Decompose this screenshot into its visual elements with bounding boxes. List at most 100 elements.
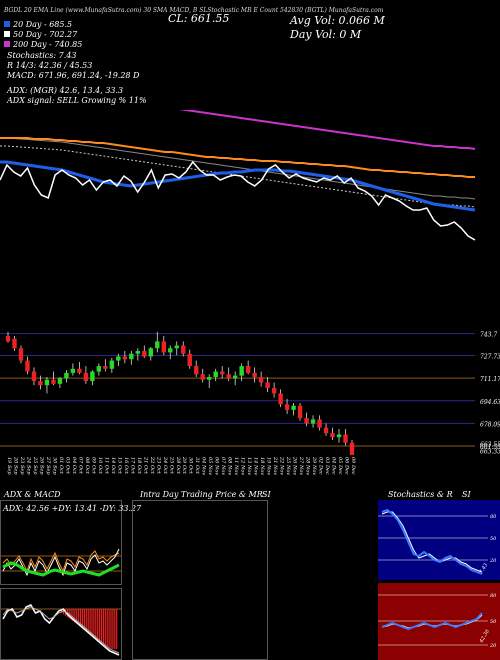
date-tick-label: 30 Sep <box>51 457 57 475</box>
macd-histogram-bar <box>87 609 89 633</box>
date-tick-label: 26 Nov <box>292 456 298 475</box>
candle-body <box>142 351 147 357</box>
macd-histogram-bar <box>97 609 99 640</box>
series-line-200-day <box>178 110 476 150</box>
candle-body <box>297 405 303 419</box>
macd-line <box>2 604 120 656</box>
macd-histogram-bar <box>72 609 74 622</box>
date-tick-label: 04 Dec <box>331 457 337 475</box>
date-tick-label: 24 Sep <box>25 456 31 475</box>
si-label: SI <box>262 490 271 499</box>
date-tick-label: 03 Dec <box>324 457 330 475</box>
candle-body <box>200 374 205 380</box>
candle-body <box>239 366 244 376</box>
macd-histogram-bar <box>78 609 80 626</box>
price-label: 727.73 <box>480 353 500 360</box>
candle-body <box>12 338 17 349</box>
date-tick-label: 18 Nov <box>259 457 265 475</box>
candle-body <box>135 351 141 354</box>
series-line-50-day <box>0 137 475 178</box>
candle-body <box>343 434 348 443</box>
candle-body <box>291 405 296 410</box>
date-tick-label: 04 Nov <box>201 457 207 475</box>
series-line-price <box>0 160 476 241</box>
macd-histogram-bar <box>81 609 84 629</box>
candle-body <box>349 442 355 455</box>
rsi-line <box>381 612 483 631</box>
day-volume: Day Vol: 0 M <box>290 28 362 41</box>
date-tick-label: 04 Oct <box>71 457 77 475</box>
date-tick-label: 06 Dec <box>344 457 350 475</box>
candle-body <box>64 372 69 379</box>
date-tick-label: 25 Nov <box>285 456 291 475</box>
adx-minus-di-line <box>2 550 120 573</box>
date-tick-label: 17 Oct <box>129 457 135 475</box>
date-tick-label: 15 Oct <box>116 457 122 475</box>
candle-body <box>245 366 251 373</box>
date-tick-label: 25 Oct <box>168 456 174 475</box>
adx-panel-title: ADX & MACD <box>4 490 61 499</box>
top-label: BGDL 20 EMA Line (www.MunafaSutra.com) 3… <box>4 7 384 14</box>
avg-volume: Avg Vol: 0.066 M <box>290 14 385 27</box>
ema200-text: 200 Day - 740.85 <box>13 40 83 49</box>
date-tick-label: 26 Sep <box>38 456 44 475</box>
macd-histogram-bar <box>80 609 82 627</box>
candle-body <box>96 366 102 372</box>
macd-histogram-bar <box>95 609 97 639</box>
ema20-text: 20 Day - 685.5 <box>13 20 73 29</box>
date-tick-label: 20 Sep <box>12 456 18 475</box>
stoch-label: Stochastics: 7.43 <box>7 51 77 60</box>
adx-readout: ADX: 42.56 +DY: 13.41 -DY: 33.27 <box>3 504 142 513</box>
macd-label: MACD: 671.96, 691.24, -19.28 D <box>7 71 140 80</box>
stoch-d-line <box>381 511 483 573</box>
price-label: 711.17 <box>480 376 500 383</box>
candle-body <box>252 372 257 377</box>
stoch-tick-label: 20 <box>489 558 497 564</box>
date-tick-label: 08 Nov <box>227 457 233 475</box>
macd-histogram-bar <box>91 609 93 636</box>
date-tick-label: 25 Sep <box>32 456 38 475</box>
guide-line-1 <box>0 137 476 200</box>
candle-body <box>122 356 128 360</box>
rsi-tick-label: 50 <box>490 619 497 625</box>
candle-body <box>194 366 199 375</box>
macd-histogram-bar <box>85 609 87 632</box>
stoch-panel-title: Stochastics & R <box>388 490 453 499</box>
candle-body <box>18 348 24 361</box>
macd-histogram-bar <box>93 609 95 637</box>
date-tick-label: 23 Oct <box>155 456 161 475</box>
candle-body <box>161 341 166 353</box>
candle-body <box>25 360 30 372</box>
macd-histogram-bar <box>61 609 63 613</box>
macd-histogram-bar <box>112 609 114 649</box>
candle-body <box>148 348 153 357</box>
candle-body <box>116 356 121 361</box>
candle-body <box>213 371 218 377</box>
date-tick-label: 28 Oct <box>175 456 181 475</box>
candlestick-chart: 743.7 727.73 711.17 694.63 678.09 661.55663.5… <box>0 332 500 455</box>
date-tick-label: 31 Oct <box>194 457 200 475</box>
date-tick-label: 11 Oct <box>103 457 109 475</box>
date-tick-label: 03 Oct <box>64 457 70 475</box>
adx-label: ADX: (MGR) 42.6, 13.4, 33.3 <box>7 86 124 95</box>
date-tick-label: 14 Nov <box>253 457 259 475</box>
candle-body <box>57 378 63 384</box>
intraday-panel <box>132 500 268 660</box>
macd-histogram-bar <box>89 609 91 634</box>
ema-chart <box>0 110 476 241</box>
date-tick-label: 30 Oct <box>188 457 194 475</box>
adx-lines <box>1 548 121 577</box>
si-label-2: SI <box>462 490 471 499</box>
candle-body <box>77 368 82 373</box>
candle-body <box>258 377 264 383</box>
price-label: 678.09 <box>480 421 500 428</box>
date-tick-label: 22 Oct <box>149 456 155 475</box>
candle-body <box>103 366 108 369</box>
candle-body <box>219 371 225 375</box>
date-tick-label: 28 Nov <box>305 456 311 475</box>
date-tick-label: 21 Oct <box>142 456 148 475</box>
date-tick-label: 14 Oct <box>110 457 116 475</box>
candle-body <box>187 353 192 367</box>
macd-histogram-bar <box>114 609 116 649</box>
candle-body <box>90 371 95 382</box>
